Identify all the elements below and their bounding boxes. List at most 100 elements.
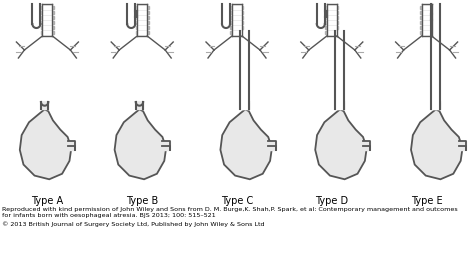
Polygon shape	[337, 102, 344, 109]
Polygon shape	[32, 4, 40, 24]
Polygon shape	[136, 102, 143, 106]
Polygon shape	[41, 102, 48, 106]
Polygon shape	[137, 16, 147, 19]
Polygon shape	[232, 11, 242, 13]
Polygon shape	[136, 102, 143, 109]
Polygon shape	[421, 21, 432, 24]
Polygon shape	[431, 4, 440, 109]
Polygon shape	[325, 11, 338, 13]
Polygon shape	[421, 11, 432, 13]
Polygon shape	[337, 102, 344, 106]
Polygon shape	[137, 26, 147, 28]
Polygon shape	[136, 21, 149, 24]
Polygon shape	[317, 24, 325, 28]
Polygon shape	[432, 102, 439, 109]
Polygon shape	[41, 26, 54, 28]
Polygon shape	[232, 4, 242, 36]
Polygon shape	[421, 26, 432, 28]
Polygon shape	[136, 31, 149, 33]
Polygon shape	[420, 21, 433, 24]
Polygon shape	[325, 11, 327, 17]
Polygon shape	[20, 109, 71, 179]
Polygon shape	[137, 4, 147, 36]
Polygon shape	[232, 16, 242, 19]
Polygon shape	[230, 26, 244, 28]
Polygon shape	[137, 31, 147, 33]
Polygon shape	[431, 14, 432, 20]
Polygon shape	[240, 31, 249, 109]
Polygon shape	[327, 11, 337, 13]
Polygon shape	[42, 4, 53, 36]
Polygon shape	[230, 11, 244, 13]
Polygon shape	[327, 4, 337, 36]
Text: Type B: Type B	[126, 196, 158, 206]
Polygon shape	[420, 6, 433, 8]
Polygon shape	[420, 31, 433, 33]
Text: Type E: Type E	[411, 196, 442, 206]
Polygon shape	[420, 11, 433, 13]
Text: Type D: Type D	[315, 196, 348, 206]
Polygon shape	[327, 26, 337, 28]
Polygon shape	[136, 11, 149, 13]
Polygon shape	[42, 21, 53, 24]
Polygon shape	[136, 6, 149, 8]
Polygon shape	[42, 31, 53, 33]
Polygon shape	[363, 141, 370, 150]
Polygon shape	[232, 26, 242, 28]
Polygon shape	[327, 31, 337, 33]
Polygon shape	[41, 31, 54, 33]
Polygon shape	[327, 16, 337, 19]
Polygon shape	[432, 102, 439, 106]
Polygon shape	[222, 24, 230, 28]
Text: © 2013 British Journal of Surgery Society Ltd, Published by John Wiley & Sons Lt: © 2013 British Journal of Surgery Societ…	[2, 221, 264, 227]
Polygon shape	[41, 21, 54, 24]
Polygon shape	[242, 102, 249, 109]
Polygon shape	[41, 16, 54, 19]
Polygon shape	[315, 109, 367, 179]
Polygon shape	[137, 6, 147, 8]
Polygon shape	[459, 141, 466, 150]
Polygon shape	[335, 31, 344, 109]
Polygon shape	[127, 4, 135, 24]
Polygon shape	[42, 26, 53, 28]
Polygon shape	[230, 6, 244, 8]
Polygon shape	[41, 6, 54, 8]
Polygon shape	[242, 102, 249, 106]
Polygon shape	[421, 6, 432, 8]
Polygon shape	[232, 6, 242, 8]
Polygon shape	[420, 16, 433, 19]
Polygon shape	[230, 21, 244, 24]
Text: Type A: Type A	[31, 196, 64, 206]
Polygon shape	[136, 26, 149, 28]
Polygon shape	[421, 16, 432, 19]
Text: for infants born with oesophageal atresia. BJS 2013; 100: 515–521: for infants born with oesophageal atresi…	[2, 213, 216, 218]
Polygon shape	[163, 141, 170, 150]
Polygon shape	[41, 102, 48, 109]
Text: Reproduced with kind permission of John Wiley and Sons from D. M. Burge,K. Shah,: Reproduced with kind permission of John …	[2, 207, 458, 212]
Polygon shape	[41, 11, 54, 13]
Polygon shape	[232, 21, 242, 24]
Polygon shape	[325, 6, 338, 8]
Text: Type C: Type C	[221, 196, 253, 206]
Polygon shape	[222, 4, 230, 24]
Polygon shape	[325, 21, 338, 24]
Polygon shape	[230, 16, 244, 19]
Polygon shape	[420, 26, 433, 28]
Polygon shape	[32, 24, 40, 28]
Polygon shape	[42, 11, 53, 13]
Polygon shape	[421, 31, 432, 33]
Polygon shape	[127, 24, 135, 28]
Polygon shape	[230, 31, 244, 33]
Polygon shape	[327, 6, 337, 8]
Polygon shape	[325, 31, 338, 33]
Polygon shape	[220, 109, 272, 179]
Polygon shape	[137, 21, 147, 24]
Polygon shape	[42, 6, 53, 8]
Polygon shape	[232, 31, 242, 33]
Polygon shape	[42, 16, 53, 19]
Polygon shape	[136, 16, 149, 19]
Polygon shape	[115, 109, 166, 179]
Polygon shape	[317, 4, 325, 24]
Polygon shape	[327, 21, 337, 24]
Polygon shape	[137, 11, 147, 13]
